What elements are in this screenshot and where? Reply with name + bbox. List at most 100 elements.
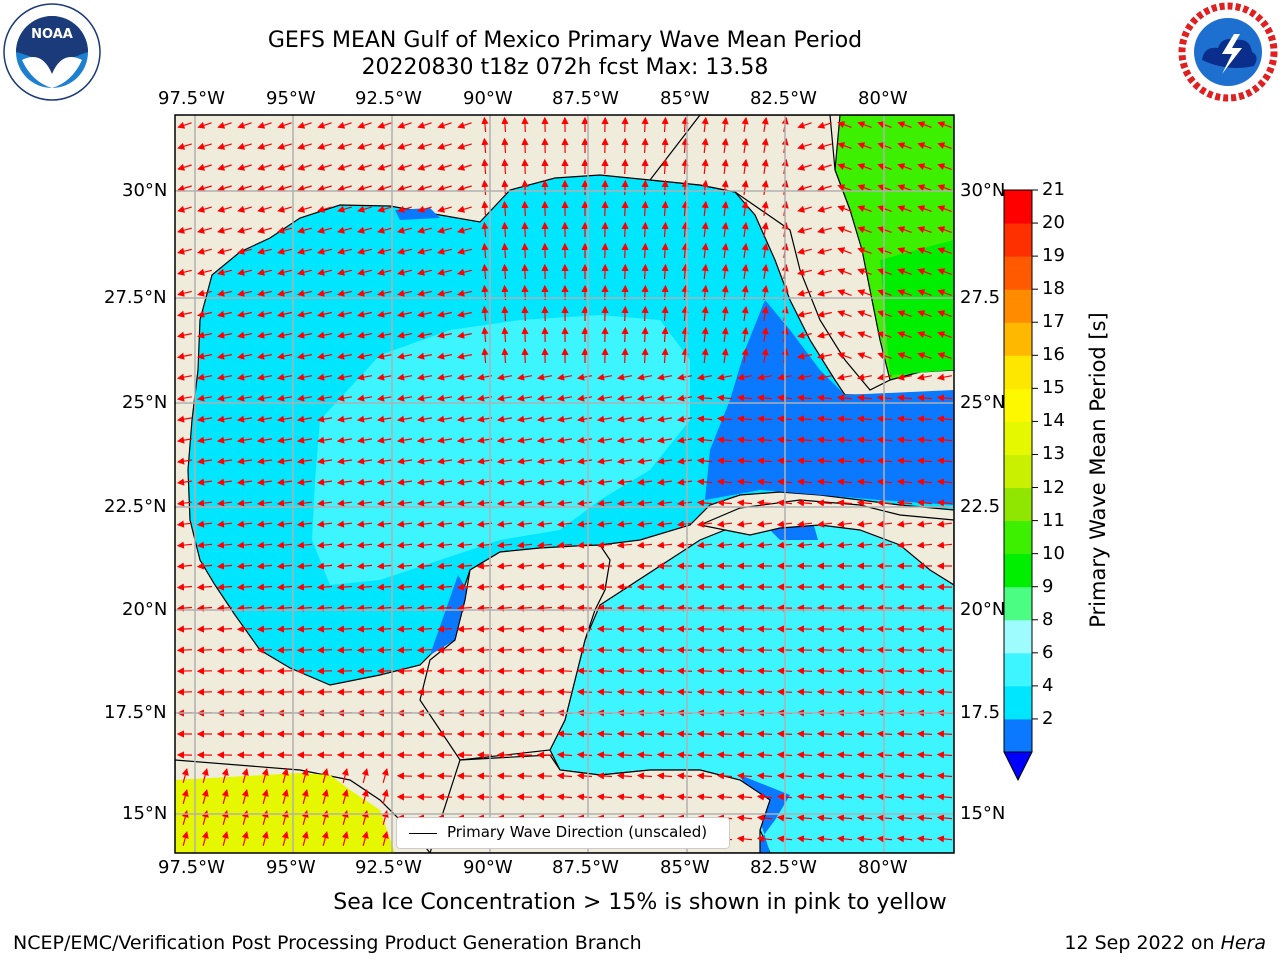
- wave-vector: [396, 499, 412, 507]
- wave-vector: [797, 268, 812, 276]
- wave-vector: [916, 688, 933, 696]
- wave-vector: [217, 331, 232, 339]
- wave-vector: [696, 478, 713, 486]
- wave-vector: [856, 772, 873, 780]
- wave-vector: [896, 499, 913, 507]
- wave-vector: [176, 394, 193, 402]
- wave-vector: [656, 772, 673, 780]
- wave-vector: [397, 310, 412, 318]
- wave-vector: [856, 793, 873, 801]
- wave-vector: [936, 541, 953, 549]
- wave-vector: [237, 205, 252, 213]
- wave-vector: [576, 751, 593, 759]
- wave-vector: [616, 499, 632, 507]
- wave-vector: [937, 352, 952, 360]
- wave-vector: [596, 373, 613, 381]
- wave-vector: [197, 205, 212, 213]
- wave-vector: [416, 457, 432, 465]
- wave-vector: [936, 478, 953, 486]
- wave-vector: [936, 499, 953, 507]
- wave-vector: [876, 520, 893, 528]
- wave-vector: [181, 768, 189, 783]
- wave-vector: [377, 163, 392, 171]
- wave-vector: [521, 242, 529, 259]
- wave-vector: [456, 352, 473, 360]
- wave-vector: [761, 179, 769, 195]
- nws-logo-icon: [1178, 2, 1278, 102]
- wave-vector: [816, 457, 833, 465]
- wave-vector: [356, 520, 373, 528]
- wave-vector: [877, 331, 892, 339]
- map-legend: Primary Wave Direction (unscaled): [396, 817, 730, 849]
- wave-vector: [916, 793, 933, 801]
- wave-vector: [501, 242, 509, 259]
- wave-vector: [836, 688, 853, 696]
- wave-vector: [616, 688, 633, 696]
- wave-vector: [337, 184, 352, 192]
- wave-vector: [816, 814, 833, 822]
- wave-vector: [761, 326, 769, 342]
- wave-vector: [336, 520, 353, 528]
- wave-vector: [181, 831, 189, 846]
- wave-vector: [916, 751, 933, 759]
- footer-date-text: 12 Sep 2022 on: [1064, 932, 1215, 954]
- lon-tick-bottom: 90°W: [463, 857, 513, 878]
- wave-vector: [376, 352, 393, 360]
- wave-vector: [756, 772, 773, 780]
- wave-vector: [496, 457, 512, 465]
- wave-vector: [236, 478, 252, 486]
- wave-vector: [736, 772, 753, 780]
- yucatan-land: [419, 544, 611, 761]
- wave-vector: [857, 205, 872, 213]
- wave-vector: [337, 226, 352, 234]
- colorbar-extend-low: [1003, 751, 1033, 782]
- wave-vector: [756, 793, 773, 801]
- wave-vector: [676, 373, 693, 381]
- wave-vector: [837, 226, 852, 234]
- wave-vector: [396, 646, 413, 654]
- wave-vector: [257, 163, 272, 171]
- colorbar-tick-label: 9: [1042, 575, 1054, 597]
- wave-vector: [656, 520, 673, 528]
- wave-vector: [676, 415, 692, 423]
- wave-vector: [256, 394, 273, 402]
- wave-vector: [176, 541, 193, 549]
- wave-vector: [516, 499, 532, 507]
- wave-vector: [256, 373, 273, 381]
- wave-vector: [696, 793, 713, 801]
- wave-vector: [336, 457, 352, 465]
- wave-vector: [616, 730, 633, 738]
- wave-vector: [257, 268, 272, 276]
- wave-vector: [937, 331, 952, 339]
- wave-vector: [857, 163, 872, 171]
- wave-vector: [301, 789, 309, 804]
- wave-vector: [917, 310, 932, 318]
- wave-vector: [816, 478, 833, 486]
- wave-vector: [917, 142, 932, 150]
- map-subtitle: 20220830 t18z 072h fcst Max: 13.58: [361, 55, 769, 80]
- wave-vector: [521, 116, 529, 133]
- wave-vector: [816, 751, 833, 759]
- wave-vector: [336, 415, 352, 423]
- wave-vector: [696, 520, 713, 528]
- wave-vector: [256, 352, 273, 360]
- wave-vector: [317, 268, 332, 276]
- wave-vector: [556, 499, 572, 507]
- wave-vector: [797, 184, 812, 192]
- wave-vector: [876, 688, 893, 696]
- wave-vector: [856, 541, 873, 549]
- wave-vector: [876, 457, 893, 465]
- wave-vector: [556, 541, 573, 549]
- wave-vector: [736, 520, 753, 528]
- wave-vector: [416, 499, 432, 507]
- wave-vector: [877, 289, 892, 297]
- wave-vector: [177, 205, 192, 213]
- wave-vector: [856, 478, 873, 486]
- wave-vector: [257, 289, 272, 297]
- wave-vector: [316, 562, 333, 570]
- wave-vector: [937, 268, 952, 276]
- wave-vector: [417, 310, 432, 318]
- wave-vector: [297, 310, 312, 318]
- wave-vector: [236, 415, 252, 423]
- wave-vector: [516, 625, 533, 633]
